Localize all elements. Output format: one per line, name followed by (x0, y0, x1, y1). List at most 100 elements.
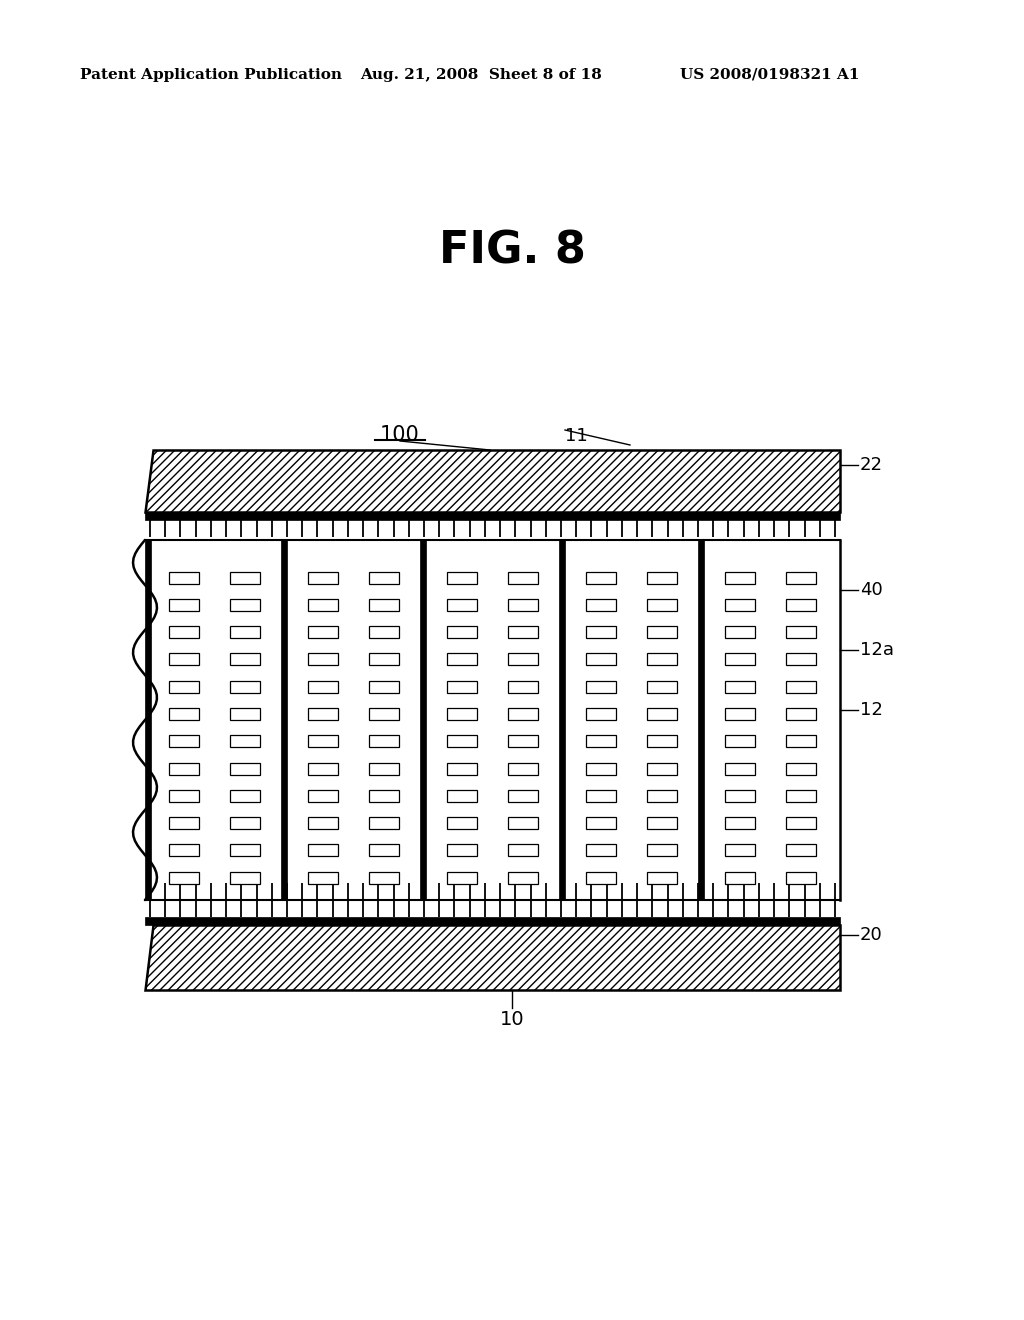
Bar (169, 572, 200, 583)
Bar (169, 681, 200, 693)
Bar (446, 763, 477, 775)
Bar (446, 626, 477, 638)
Bar (725, 626, 756, 638)
Bar (446, 789, 477, 801)
Bar (698, 540, 705, 900)
Bar (725, 653, 756, 665)
Bar (229, 708, 260, 719)
Bar (169, 871, 200, 883)
Bar (785, 871, 816, 883)
Bar (785, 845, 816, 857)
Bar (647, 572, 677, 583)
Bar (508, 817, 539, 829)
Bar (307, 626, 338, 638)
Bar (369, 789, 399, 801)
Bar (169, 599, 200, 611)
Bar (725, 681, 756, 693)
Text: 40: 40 (860, 581, 883, 599)
Bar (369, 763, 399, 775)
Bar (229, 735, 260, 747)
Bar (647, 626, 677, 638)
Bar (446, 653, 477, 665)
Bar (508, 789, 539, 801)
Bar (307, 599, 338, 611)
Bar (307, 708, 338, 719)
Bar (307, 817, 338, 829)
Bar (229, 871, 260, 883)
Bar (281, 540, 287, 900)
Text: 11: 11 (565, 426, 588, 445)
Bar (508, 653, 539, 665)
Bar (307, 653, 338, 665)
Bar (446, 572, 477, 583)
Text: 100: 100 (380, 425, 420, 445)
Bar (586, 735, 616, 747)
Bar (559, 540, 565, 900)
Bar (369, 572, 399, 583)
Bar (725, 599, 756, 611)
Bar (647, 817, 677, 829)
Bar (446, 871, 477, 883)
Bar (508, 871, 539, 883)
Bar (369, 817, 399, 829)
Bar (586, 817, 616, 829)
Bar (586, 845, 616, 857)
Bar (586, 871, 616, 883)
Bar (369, 599, 399, 611)
Bar (725, 789, 756, 801)
Bar (169, 817, 200, 829)
Bar (647, 681, 677, 693)
Bar (647, 871, 677, 883)
Bar (647, 789, 677, 801)
Bar (586, 763, 616, 775)
Bar (508, 708, 539, 719)
Bar (785, 572, 816, 583)
Bar (169, 708, 200, 719)
Bar (785, 708, 816, 719)
Bar (229, 681, 260, 693)
Bar (508, 845, 539, 857)
Bar (307, 763, 338, 775)
Bar (307, 681, 338, 693)
Bar (785, 626, 816, 638)
Bar (647, 845, 677, 857)
Bar (508, 763, 539, 775)
Bar (169, 626, 200, 638)
Bar (369, 708, 399, 719)
Bar (586, 681, 616, 693)
Bar (169, 735, 200, 747)
Bar (369, 653, 399, 665)
Bar (785, 653, 816, 665)
Bar (785, 735, 816, 747)
Bar (307, 871, 338, 883)
Bar (725, 763, 756, 775)
Bar (369, 735, 399, 747)
Bar (229, 599, 260, 611)
Polygon shape (145, 540, 840, 900)
Bar (508, 599, 539, 611)
Bar (785, 599, 816, 611)
Bar (169, 845, 200, 857)
Bar (508, 572, 539, 583)
Bar (369, 681, 399, 693)
Polygon shape (145, 450, 840, 512)
Bar (446, 681, 477, 693)
Text: Patent Application Publication: Patent Application Publication (80, 69, 342, 82)
Bar (785, 817, 816, 829)
Bar (725, 735, 756, 747)
Bar (307, 845, 338, 857)
Bar (508, 735, 539, 747)
Bar (229, 789, 260, 801)
Text: 22: 22 (860, 455, 883, 474)
Text: FIG. 8: FIG. 8 (438, 230, 586, 273)
Bar (420, 540, 426, 900)
Bar (229, 845, 260, 857)
Bar (169, 763, 200, 775)
Bar (145, 540, 151, 900)
Bar (586, 599, 616, 611)
Bar (229, 653, 260, 665)
Bar (369, 626, 399, 638)
Bar (169, 789, 200, 801)
Bar (785, 789, 816, 801)
Text: 12: 12 (860, 701, 883, 719)
